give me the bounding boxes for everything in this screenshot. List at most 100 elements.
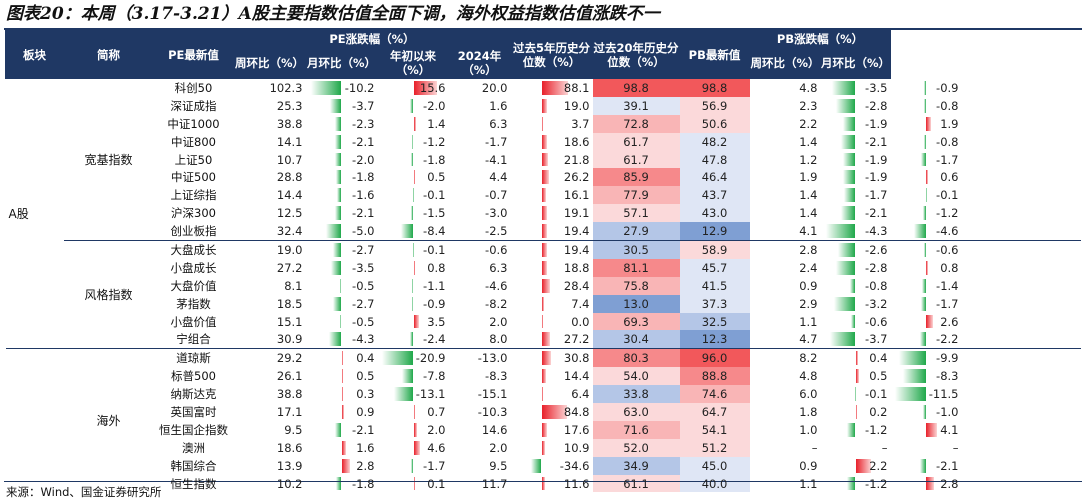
- cell-pe-2024: 10.9: [511, 439, 593, 457]
- row-spacer: [962, 313, 1082, 331]
- table-row: 深证成指 25.3 -3.7 -2.0 1.6 19.0 39.1 56.9 2.3 -2.8 -0…: [6, 96, 1082, 115]
- data-bar: [926, 116, 932, 131]
- data-bar: [541, 134, 548, 149]
- cell-name: 大盘成长: [153, 240, 234, 259]
- cell-pe-wow: -0.5: [306, 313, 378, 331]
- cell-pe-mom: 2.0: [378, 421, 449, 439]
- data-bar: [830, 332, 856, 347]
- data-bar: [330, 98, 342, 113]
- row-spacer: [962, 204, 1082, 222]
- cell-p5: 30.4: [592, 330, 680, 349]
- cell-value: -2.3: [352, 116, 375, 131]
- cell-pe-ytd: 8.0: [449, 330, 511, 348]
- cell-p20: 40.0: [679, 474, 750, 493]
- cell-value: -2.7: [352, 242, 375, 257]
- data-bar: [541, 152, 548, 167]
- cell-value: -1.1: [423, 278, 446, 293]
- cell-value: -2.0: [352, 152, 375, 167]
- cell-value: -5.0: [352, 224, 375, 239]
- data-bar: [413, 440, 421, 455]
- cell-value: 80.3: [623, 351, 649, 366]
- cell-value: 1.2: [799, 152, 818, 167]
- cell-pb: 1.8: [750, 403, 821, 421]
- data-bar: [541, 243, 548, 257]
- table-row: 澳洲 18.6 1.6 4.6 2.0 10.9 52.0 51.2 – – –: [6, 438, 1082, 457]
- cell-value: 11.6: [563, 476, 590, 491]
- cell-value: -1.2: [936, 206, 959, 221]
- cell-p5: 33.8: [592, 385, 680, 404]
- cell-pe-wow: -1.8: [306, 475, 378, 493]
- data-bar: [410, 458, 414, 473]
- cell-pe: 10.7: [234, 151, 306, 169]
- cell-value: -0.5: [352, 314, 375, 329]
- cell-pe-wow: -2.1: [306, 421, 378, 439]
- table-row: 韩国综合 13.9 2.8 -1.7 9.5 -34.6 34.9 45.0 0.9 2.2 -2.…: [6, 456, 1082, 475]
- row-spacer: [962, 385, 1082, 403]
- cell-value: 0.6: [940, 170, 959, 185]
- cell-value: -3.5: [352, 260, 375, 275]
- data-bar: [841, 206, 856, 221]
- cell-value: 1.6: [489, 98, 508, 113]
- cell-value: 21.8: [563, 152, 590, 167]
- cell-pb-wow: -1.9: [821, 168, 891, 186]
- data-bar: [310, 81, 342, 95]
- board-label: 风格指数: [63, 240, 154, 349]
- data-bar: [894, 387, 926, 402]
- data-bar: [400, 224, 414, 239]
- cell-value: 1.1: [799, 476, 818, 491]
- cell-value: 39.1: [623, 98, 649, 113]
- cell-pb-mom: 0.8: [891, 259, 962, 277]
- cell-value: 40.0: [701, 476, 728, 491]
- cell-pe-mom: 4.6: [378, 439, 449, 457]
- cell-value: 17.6: [563, 422, 590, 437]
- cell-pe: 9.5: [234, 421, 306, 439]
- table-row: 大盘价值 8.1 -0.5 -1.1 -4.6 28.4 75.8 41.5 0.9 -0.8 -1…: [6, 276, 1082, 295]
- cell-p20: 45.0: [679, 456, 750, 475]
- cell-value: 创业板指: [170, 224, 217, 239]
- data-bar: [541, 224, 548, 239]
- cell-p20: 37.3: [679, 294, 750, 313]
- data-bar: [921, 296, 926, 311]
- cell-pe-ytd: -4.1: [449, 151, 511, 169]
- cell-p5: 39.1: [592, 96, 680, 115]
- cell-pe-2024: 88.1: [511, 79, 593, 97]
- cell-pe-2024: 0.0: [511, 313, 593, 331]
- header-pe-mom: 月环比（%）: [305, 46, 378, 79]
- cell-value: -1.5: [423, 206, 446, 221]
- cell-pb: 1.4: [750, 186, 821, 204]
- cell-pe-mom: -0.9: [378, 295, 449, 313]
- cell-pe-wow: -1.6: [306, 186, 378, 204]
- row-spacer: [962, 259, 1082, 277]
- cell-value: -8.4: [423, 224, 446, 239]
- cell-pe-mom: -8.4: [378, 222, 449, 240]
- row-spacer: [962, 133, 1082, 151]
- cell-pe-mom: -13.1: [378, 385, 449, 403]
- row-spacer: [962, 277, 1082, 295]
- cell-value: 1.1: [799, 314, 818, 329]
- cell-pb: 1.1: [750, 313, 821, 331]
- cell-value: -1.9: [865, 152, 888, 167]
- cell-value: 38.8: [276, 387, 303, 402]
- cell-value: -0.6: [865, 314, 888, 329]
- cell-p5: 61.7: [592, 132, 680, 151]
- cell-value: 71.6: [623, 422, 649, 437]
- data-bar: [341, 405, 345, 419]
- cell-pe-ytd: 1.6: [449, 97, 511, 115]
- cell-value: 4.6: [427, 440, 446, 455]
- cell-name: 上证综指: [154, 186, 234, 204]
- cell-p20: 54.1: [679, 420, 750, 439]
- cell-value: 大盘成长: [170, 242, 217, 257]
- table-row: 风格指数 大盘成长 19.0 -2.7 -0.1 -0.6 19.4 30.5 58.9 2.8 -…: [6, 240, 1081, 349]
- cell-pb: 4.7: [750, 330, 821, 348]
- cell-value: 27.2: [276, 260, 303, 275]
- cell-p5: 61.1: [592, 474, 680, 493]
- data-bar: [541, 332, 550, 347]
- cell-value: 30.4: [623, 332, 649, 347]
- cell-value: 2.0: [427, 422, 446, 437]
- cell-pb-wow: 0.4: [820, 348, 891, 368]
- cell-value: 37.3: [701, 296, 728, 311]
- data-bar: [411, 278, 414, 293]
- cell-value: 14.4: [563, 369, 590, 384]
- cell-value: 30.5: [623, 242, 649, 257]
- table-row: 标普500 26.1 0.5 -7.8 -8.3 14.4 54.0 88.8 4.8 0.5 -8…: [6, 367, 1082, 386]
